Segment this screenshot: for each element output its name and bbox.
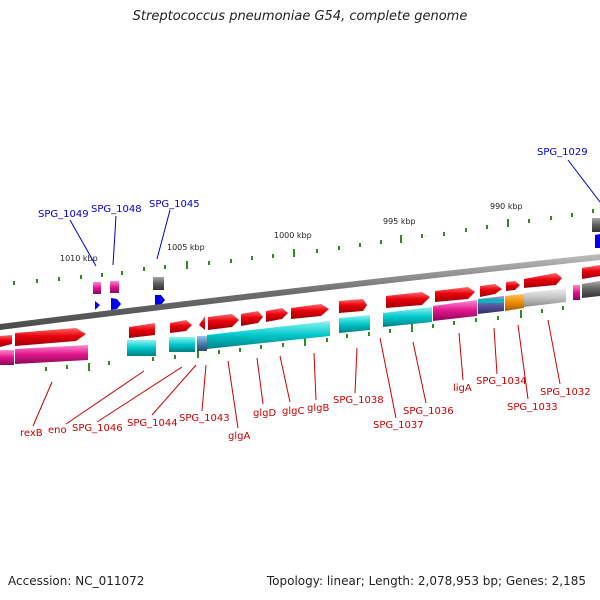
lower-gene-labels: rexB eno SPG_1046 SPG_1044 SPG_1043 glgA… xyxy=(20,376,591,442)
gene-label: SPG_1043 xyxy=(179,413,230,424)
lower-leaders xyxy=(32,319,561,429)
gene-label: eno xyxy=(48,425,67,436)
gene-label: SPG_1049 xyxy=(38,209,89,220)
gene-label: SPG_1036 xyxy=(403,406,454,417)
map-title: Streptococcus pneumoniae G54, complete g… xyxy=(132,9,468,24)
accession-text: Accession: NC_011072 xyxy=(8,574,145,588)
scale-label: 990 kbp xyxy=(490,202,523,211)
gene-label: SPG_1038 xyxy=(333,395,384,406)
upper-gene-labels: SPG_1049 SPG_1048 SPG_1045 SPG_1029 xyxy=(38,147,588,220)
gene-label: glgA xyxy=(228,431,250,442)
function-row xyxy=(0,281,600,365)
genome-backbone xyxy=(0,254,600,330)
gene-label: SPG_1033 xyxy=(507,402,558,413)
genome-summary-text: Topology: linear; Length: 2,078,953 bp; … xyxy=(266,574,586,588)
scale-label: 1010 kbp xyxy=(60,254,98,263)
gene-label: SPG_1037 xyxy=(373,420,424,431)
scale-label: 1005 kbp xyxy=(167,243,205,252)
gene-label: SPG_1048 xyxy=(91,204,142,215)
gene-label: glgB xyxy=(307,403,329,414)
gene-spg-1049-arrow xyxy=(95,301,100,310)
gene-label: SPG_1044 xyxy=(127,418,178,429)
gene-label: SPG_1032 xyxy=(540,387,591,398)
gene-spg-1048-bar xyxy=(110,281,119,293)
gene-spg-1045-bar xyxy=(153,277,164,290)
gene-spg-1049-bar xyxy=(93,282,101,294)
scale-ticks xyxy=(13,209,594,285)
gene-spg-1045-arrow xyxy=(155,295,165,306)
scale-labels: 1010 kbp 1005 kbp 1000 kbp 995 kbp 990 k… xyxy=(60,202,523,263)
gene-label: SPG_1029 xyxy=(537,147,588,158)
gene-label: SPG_1046 xyxy=(72,423,123,434)
forward-genes xyxy=(0,265,600,347)
scale-label: 1000 kbp xyxy=(274,231,312,240)
gene-label: SPG_1045 xyxy=(149,199,200,210)
gene-label: ligA xyxy=(453,383,472,394)
gene-label: glgC xyxy=(282,406,304,417)
upper-leaders xyxy=(69,159,600,267)
gene-label: SPG_1034 xyxy=(476,376,527,387)
upper-genes xyxy=(93,218,600,310)
gene-label: glgD xyxy=(253,408,276,419)
inner-ticks xyxy=(45,306,564,371)
gene-spg-1029-arrow xyxy=(595,234,600,248)
gene-spg-1048-arrow xyxy=(111,298,121,310)
scale-label: 995 kbp xyxy=(383,217,416,226)
gene-label: rexB xyxy=(20,428,43,439)
gene-spg-1029-bar xyxy=(592,218,600,232)
